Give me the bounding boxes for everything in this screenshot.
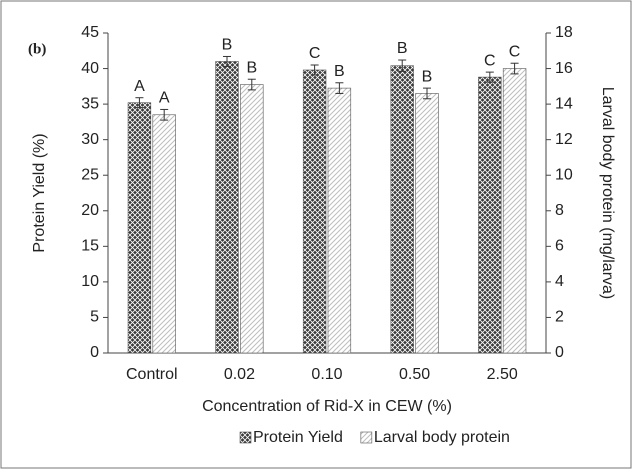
error-bar bbox=[485, 71, 494, 83]
y2-tick-label: 14 bbox=[555, 95, 573, 112]
significance-letter: C bbox=[509, 43, 521, 60]
significance-letter: B bbox=[422, 68, 433, 85]
significance-letter: B bbox=[246, 59, 257, 76]
error-bar bbox=[510, 62, 519, 75]
legend-label: Protein Yield bbox=[253, 429, 343, 446]
x-axis-title: Concentration of Rid-X in CEW (%) bbox=[202, 398, 452, 415]
x-tick-label: 0.50 bbox=[399, 366, 430, 383]
y-tick-label: 40 bbox=[81, 60, 99, 77]
y2-tick-label: 18 bbox=[555, 24, 573, 41]
error-bar bbox=[398, 59, 407, 72]
y2-tick-label: 6 bbox=[555, 238, 564, 255]
error-bar bbox=[223, 55, 232, 67]
significance-letter: B bbox=[222, 37, 233, 54]
x-tick-label: Control bbox=[126, 366, 178, 383]
bar bbox=[240, 84, 264, 354]
error-bar bbox=[135, 97, 144, 109]
y2-tick-label: 10 bbox=[555, 166, 573, 183]
y-tick-label: 10 bbox=[81, 273, 99, 290]
x-tick-label: 2.50 bbox=[487, 366, 518, 383]
bar bbox=[152, 114, 176, 354]
error-bar bbox=[310, 64, 319, 76]
bar bbox=[502, 68, 527, 354]
y-tick-label: 20 bbox=[81, 202, 99, 219]
y-tick-label: 30 bbox=[81, 131, 99, 148]
error-bar bbox=[422, 87, 431, 100]
bar bbox=[478, 76, 502, 354]
x-tick-label: 0.10 bbox=[311, 366, 342, 383]
significance-letter: A bbox=[159, 90, 170, 107]
y-tick-label: 5 bbox=[90, 309, 99, 326]
y-tick-label: 25 bbox=[81, 166, 99, 183]
significance-letter: A bbox=[134, 78, 145, 95]
bar bbox=[302, 69, 327, 354]
y-tick-label: 0 bbox=[90, 344, 99, 361]
y2-tick-label: 2 bbox=[555, 309, 564, 326]
y-axis-title: Protein Yield (%) bbox=[31, 133, 48, 252]
bar bbox=[215, 61, 239, 354]
x-tick-label: 0.02 bbox=[224, 366, 255, 383]
bar bbox=[390, 65, 414, 354]
y2-tick-label: 12 bbox=[555, 131, 573, 148]
legend-label: Larval body protein bbox=[374, 429, 510, 446]
y2-axis-title: Larval body protein (mg/larva) bbox=[599, 87, 616, 300]
y2-tick-label: 0 bbox=[555, 344, 564, 361]
bar bbox=[327, 87, 352, 354]
y2-tick-label: 4 bbox=[555, 273, 564, 290]
panel-label: (b) bbox=[28, 41, 46, 57]
significance-letter: B bbox=[397, 40, 408, 57]
bar bbox=[127, 102, 152, 354]
error-bar bbox=[335, 82, 344, 94]
significance-letter: B bbox=[334, 63, 345, 80]
y2-tick-label: 16 bbox=[555, 60, 573, 77]
legend-swatch bbox=[239, 431, 252, 444]
y-tick-label: 45 bbox=[81, 24, 99, 41]
error-bar bbox=[247, 78, 256, 91]
y2-tick-label: 8 bbox=[555, 202, 564, 219]
y-tick-label: 15 bbox=[81, 238, 99, 255]
legend-swatch bbox=[360, 431, 373, 444]
significance-letter: C bbox=[309, 45, 321, 62]
bar bbox=[415, 93, 439, 354]
y-tick-label: 35 bbox=[81, 95, 99, 112]
error-bar bbox=[160, 108, 169, 121]
significance-letter: C bbox=[484, 52, 496, 69]
